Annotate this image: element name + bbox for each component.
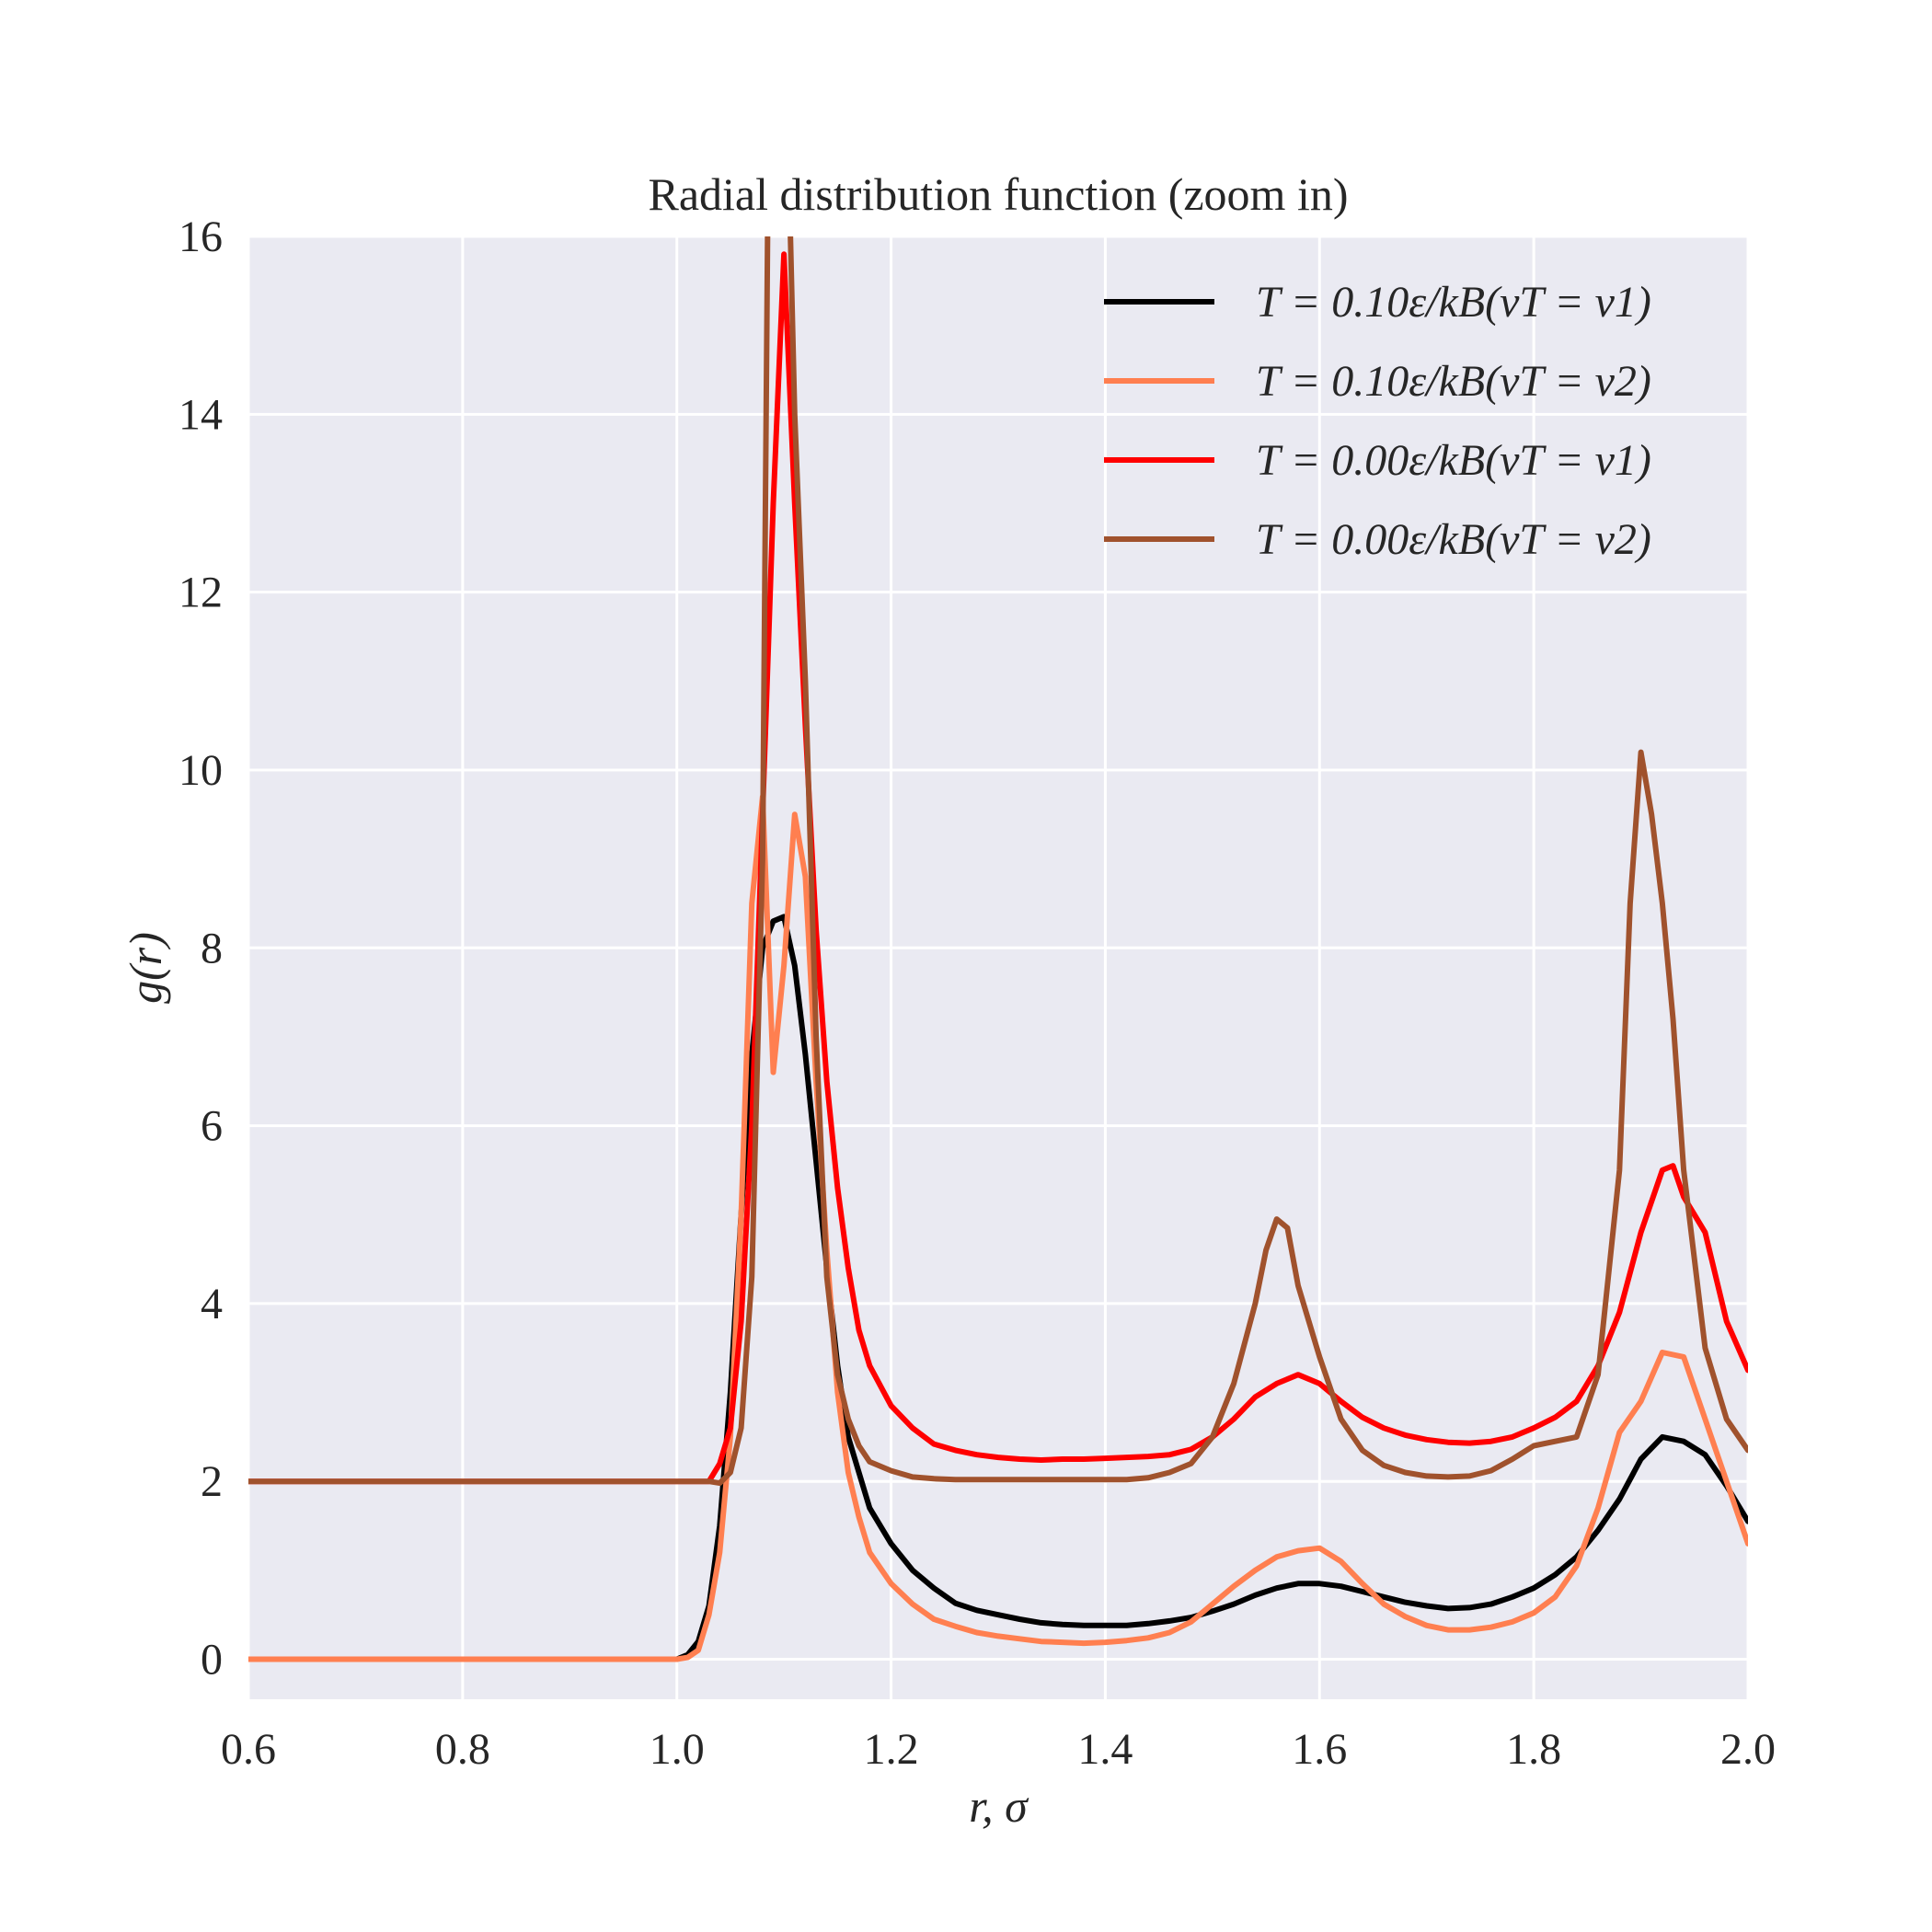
x-tick-label: 1.4 <box>1077 1725 1133 1774</box>
y-tick-label: 6 <box>201 1102 223 1151</box>
x-tick-label: 0.6 <box>221 1725 276 1774</box>
x-tick-label: 0.8 <box>435 1725 490 1774</box>
x-axis-label: r, σ <box>969 1780 1029 1832</box>
y-tick-label: 4 <box>201 1280 223 1328</box>
legend-label-4: T = 0.00ε/kB(vT = v2) <box>1256 515 1651 564</box>
y-tick-label: 16 <box>178 213 223 261</box>
legend-label-1: T = 0.10ε/kB(vT = v1) <box>1256 278 1651 327</box>
y-tick-label: 0 <box>201 1636 223 1685</box>
legend-label-3: T = 0.00ε/kB(vT = v1) <box>1256 436 1651 485</box>
x-tick-label: 1.0 <box>650 1725 705 1774</box>
chart-title: Radial distribution function (zoom in) <box>649 168 1349 220</box>
y-tick-label: 2 <box>201 1457 223 1506</box>
series-layer <box>248 236 1748 1662</box>
y-tick-label: 8 <box>201 924 223 972</box>
series-line-1 <box>248 914 1748 1662</box>
x-tick-label: 1.8 <box>1506 1725 1561 1774</box>
legend: T = 0.10ε/kB(vT = v1) T = 0.10ε/kB(vT = v… <box>1104 278 1651 564</box>
x-tick-label: 2.0 <box>1720 1725 1776 1774</box>
y-axis-label: g(r) <box>120 932 171 1004</box>
y-tick-label: 14 <box>178 390 223 439</box>
legend-label-2: T = 0.10ε/kB(vT = v2) <box>1256 357 1651 406</box>
x-tick-label: 1.6 <box>1292 1725 1347 1774</box>
series-line-4 <box>248 236 1748 1487</box>
y-tick-label: 12 <box>178 569 223 617</box>
series-line-2 <box>248 793 1748 1662</box>
tick-labels: 0.6 0.8 1.0 1.2 1.4 1.6 1.8 2.0 0 2 4 6 8 10 12 14 16 <box>178 213 1776 1774</box>
y-tick-label: 10 <box>178 746 223 795</box>
x-tick-label: 1.2 <box>864 1725 919 1774</box>
grid <box>247 235 1750 1699</box>
